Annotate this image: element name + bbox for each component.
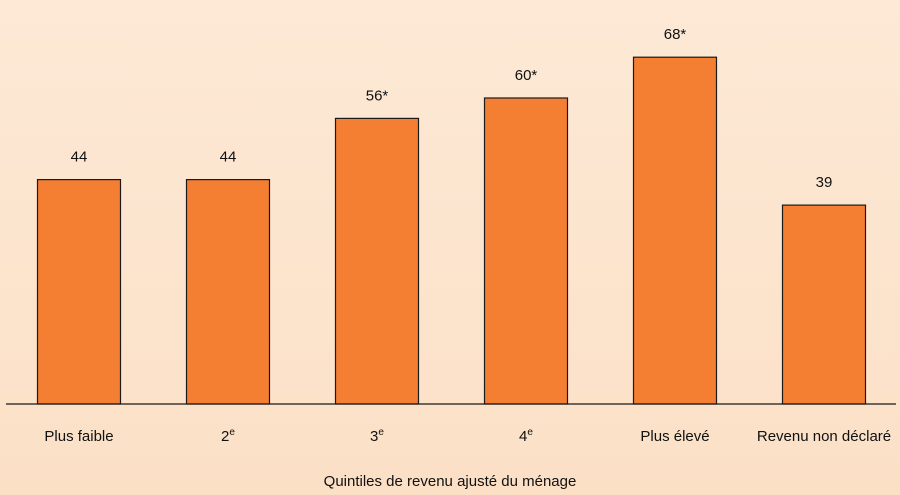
- bars-group: [36, 56, 867, 405]
- bar-1: [36, 179, 122, 405]
- value-label-2: 44: [220, 149, 237, 166]
- value-label-4: 60*: [515, 67, 538, 84]
- value-label-5: 68*: [664, 26, 687, 43]
- value-label-6: 39: [816, 174, 833, 191]
- value-labels-group: 44 44 56* 60* 68* 39: [71, 26, 833, 191]
- bar-2: [185, 179, 271, 405]
- category-label-1: Plus faible: [44, 428, 113, 445]
- category-label-3: 3e: [370, 427, 384, 445]
- bar-5: [632, 56, 718, 405]
- x-axis-title: Quintiles de revenu ajusté du ménage: [324, 473, 577, 490]
- category-labels-group: Plus faible 2e 3e 4e Plus élevé Revenu non dé…: [44, 427, 891, 445]
- category-label-superscript: e: [378, 427, 384, 438]
- value-label-3: 56*: [366, 87, 389, 104]
- bar-4: [483, 97, 569, 405]
- value-label-1: 44: [71, 149, 88, 166]
- bar-6: [781, 204, 867, 405]
- category-label-superscript: e: [527, 427, 533, 438]
- category-label-5: Plus élevé: [640, 428, 709, 445]
- category-label-superscript: e: [229, 427, 235, 438]
- category-label-4: 4e: [519, 427, 533, 445]
- category-label-6: Revenu non déclaré: [757, 428, 891, 445]
- category-label-2: 2e: [221, 427, 235, 445]
- bar-3: [334, 117, 420, 405]
